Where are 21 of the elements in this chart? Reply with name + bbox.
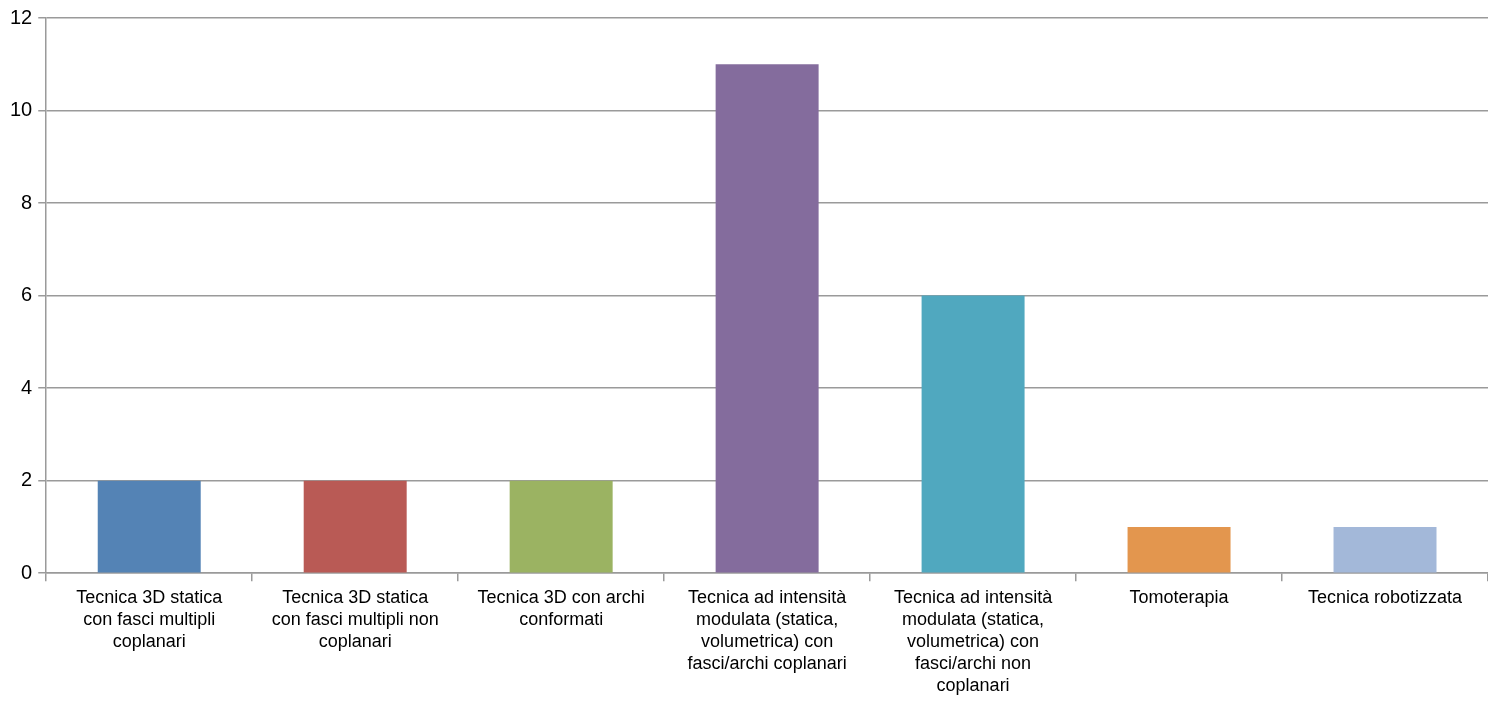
x-tick-label: Tecnica ad intensità modulata (statica, volumetrica) con fasci/archi coplanari <box>687 587 848 674</box>
y-tick-label: 10 <box>10 98 33 121</box>
x-tick-label: Tomoterapia <box>1129 587 1230 608</box>
y-tick-label: 6 <box>21 283 33 306</box>
y-tick-label: 8 <box>21 190 33 213</box>
bar <box>1127 526 1231 573</box>
x-tick-label: Tecnica ad intensità modulata (statica, volumetrica) con fasci/archi non coplanari <box>894 587 1054 695</box>
x-tick-label: Tecnica 3D statica con fasci multipli coplanari <box>76 587 224 652</box>
bar <box>715 64 819 573</box>
x-tick-label: Tecnica 3D statica con fasci multipli non coplanari <box>271 587 439 652</box>
bar <box>1333 526 1437 573</box>
y-tick-label: 0 <box>21 560 33 583</box>
bar <box>97 480 201 573</box>
y-tick-label: 12 <box>10 5 33 28</box>
x-tick-label: Tecnica robotizzata <box>1307 587 1464 608</box>
bar <box>303 480 407 573</box>
y-tick-label: 4 <box>21 375 33 398</box>
bar <box>509 480 613 573</box>
y-tick-label: 2 <box>21 468 33 491</box>
x-tick-label: Tecnica 3D con archi conformati <box>477 587 645 630</box>
bar <box>921 295 1025 573</box>
